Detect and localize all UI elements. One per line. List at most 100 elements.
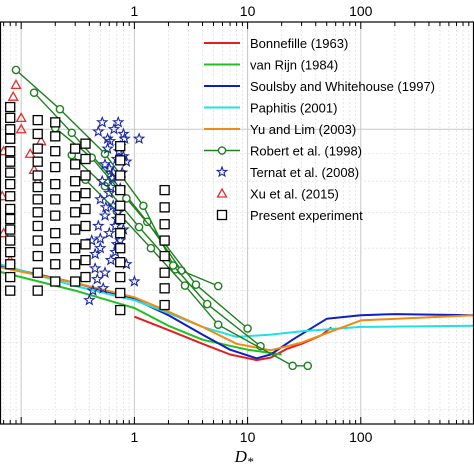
present-experiment-marker xyxy=(50,178,61,190)
present-experiment-marker xyxy=(115,304,126,316)
robert-marker xyxy=(29,88,39,97)
present-experiment-marker xyxy=(115,243,126,254)
x-axis-label-subscript: * xyxy=(247,454,254,469)
ternat-marker xyxy=(104,253,118,266)
x-tick-label: 10 xyxy=(240,429,256,445)
ternat-marker xyxy=(107,122,121,135)
present-experiment-marker xyxy=(5,235,16,246)
present-experiment-marker xyxy=(50,194,61,205)
present-experiment-marker xyxy=(32,181,43,193)
present-experiment-marker xyxy=(115,213,126,225)
ternat-marker xyxy=(114,234,127,246)
grid xyxy=(0,22,474,424)
present-experiment-marker xyxy=(80,220,91,232)
present-experiment-marker xyxy=(50,131,61,142)
present-experiment-marker xyxy=(32,156,43,167)
present-experiment-marker xyxy=(50,161,61,173)
present-experiment-marker xyxy=(80,153,91,165)
ternat-marker xyxy=(98,266,112,279)
present-experiment-marker xyxy=(115,200,126,211)
present-experiment-marker xyxy=(32,285,43,296)
legend-label: Xu et al. (2015) xyxy=(250,187,339,202)
legend-label: Ternat et al. (2008) xyxy=(250,165,359,180)
robert-marker xyxy=(134,222,144,232)
ternat-marker xyxy=(85,234,99,246)
present-experiment-marker xyxy=(5,101,16,113)
present-experiment-marker xyxy=(50,228,61,239)
xu-marker xyxy=(10,79,22,90)
robert-marker xyxy=(67,128,77,138)
present-experiment-marker xyxy=(159,299,170,311)
present-experiment-marker xyxy=(5,191,16,202)
series-line xyxy=(0,270,282,356)
legend-label: Paphitis (2001) xyxy=(250,101,337,116)
present-experiment-marker xyxy=(70,207,81,218)
robert-marker xyxy=(168,261,178,270)
present-experiment-marker xyxy=(115,140,126,152)
present-experiment-marker xyxy=(5,213,16,225)
robert-marker xyxy=(55,104,65,114)
ternat-marker xyxy=(132,132,146,145)
legend-square-marker xyxy=(216,209,228,221)
present-experiment-marker xyxy=(5,203,16,215)
ternat-marker xyxy=(104,180,118,193)
ternat-marker xyxy=(96,174,109,187)
present-experiment-marker xyxy=(115,287,126,299)
ternat-marker xyxy=(103,134,117,147)
present-experiment-marker xyxy=(5,224,16,235)
x-tick-label-top: 1 xyxy=(130,3,138,19)
present-experiment-marker xyxy=(159,235,170,246)
x-tick-label: 100 xyxy=(349,429,373,445)
present-experiment-marker xyxy=(70,276,81,287)
ternat-marker xyxy=(102,186,116,199)
robert-line xyxy=(54,127,249,330)
x-tick-label: 1 xyxy=(130,429,138,445)
present-experiment-marker xyxy=(5,133,16,144)
present-experiment-marker xyxy=(32,267,43,278)
legend-label: Yu and Lim (2003) xyxy=(250,122,356,137)
present-experiment-marker xyxy=(32,220,43,232)
present-experiment-marker xyxy=(32,143,43,154)
present-experiment-marker xyxy=(115,184,126,196)
present-experiment-marker xyxy=(5,285,16,296)
ternat-marker xyxy=(88,261,102,274)
robert-marker xyxy=(180,281,190,290)
present-experiment-marker xyxy=(70,191,81,202)
present-experiment-marker xyxy=(80,271,91,283)
present-experiment-marker xyxy=(70,159,81,170)
present-experiment-marker xyxy=(80,187,91,199)
robert-marker xyxy=(303,361,313,371)
present-experiment-marker xyxy=(80,254,91,266)
ternat-marker xyxy=(88,247,102,260)
robert-marker xyxy=(11,65,21,75)
present-experiment-marker xyxy=(159,250,170,262)
x-axis-label: D* xyxy=(234,447,254,469)
present-experiment-marker xyxy=(32,194,43,205)
legend-label: van Rijn (1984) xyxy=(250,58,338,73)
robert-marker xyxy=(146,243,156,253)
present-experiment-marker xyxy=(70,224,81,235)
robert-line xyxy=(33,92,219,287)
present-experiment-marker xyxy=(5,156,16,167)
robert-marker xyxy=(202,299,212,309)
series-line xyxy=(0,263,474,338)
present-experiment-marker xyxy=(5,271,16,283)
present-experiment-marker xyxy=(159,267,170,278)
robert-marker xyxy=(288,361,297,371)
ternat-marker xyxy=(83,293,96,306)
ternat-marker xyxy=(98,208,112,221)
robert-marker xyxy=(213,320,223,329)
ternat-marker xyxy=(91,219,105,232)
legend-triangle-marker xyxy=(216,187,228,198)
present-experiment-marker xyxy=(50,146,61,157)
x-tick-label-top: 10 xyxy=(240,3,256,19)
present-experiment-marker xyxy=(159,283,170,294)
present-experiment-marker xyxy=(159,184,170,196)
present-experiment-marker xyxy=(115,257,126,268)
present-experiment-marker xyxy=(115,155,126,166)
x-tick-label-top: 100 xyxy=(349,3,373,19)
xu-marker xyxy=(15,123,27,134)
ternat-marker xyxy=(90,272,104,285)
legend-label: Soulsby and Whitehouse (1997) xyxy=(250,79,435,94)
